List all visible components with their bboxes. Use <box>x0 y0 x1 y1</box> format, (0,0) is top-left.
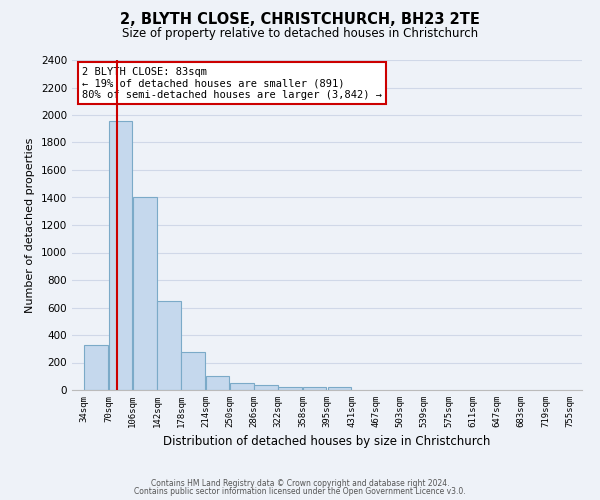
Bar <box>303 387 326 390</box>
Text: Size of property relative to detached houses in Christchurch: Size of property relative to detached ho… <box>122 28 478 40</box>
Text: 2, BLYTH CLOSE, CHRISTCHURCH, BH23 2TE: 2, BLYTH CLOSE, CHRISTCHURCH, BH23 2TE <box>120 12 480 28</box>
Bar <box>254 385 278 390</box>
Text: Contains HM Land Registry data © Crown copyright and database right 2024.: Contains HM Land Registry data © Crown c… <box>151 478 449 488</box>
Bar <box>109 120 132 390</box>
Bar <box>181 352 205 390</box>
Bar <box>328 387 351 390</box>
Bar <box>278 386 302 390</box>
Text: 2 BLYTH CLOSE: 83sqm
← 19% of detached houses are smaller (891)
80% of semi-deta: 2 BLYTH CLOSE: 83sqm ← 19% of detached h… <box>82 66 382 100</box>
Text: Contains public sector information licensed under the Open Government Licence v3: Contains public sector information licen… <box>134 487 466 496</box>
Bar <box>133 198 157 390</box>
Bar <box>157 302 181 390</box>
Bar <box>230 383 254 390</box>
Bar <box>85 346 108 390</box>
X-axis label: Distribution of detached houses by size in Christchurch: Distribution of detached houses by size … <box>163 436 491 448</box>
Y-axis label: Number of detached properties: Number of detached properties <box>25 138 35 312</box>
Bar <box>206 376 229 390</box>
